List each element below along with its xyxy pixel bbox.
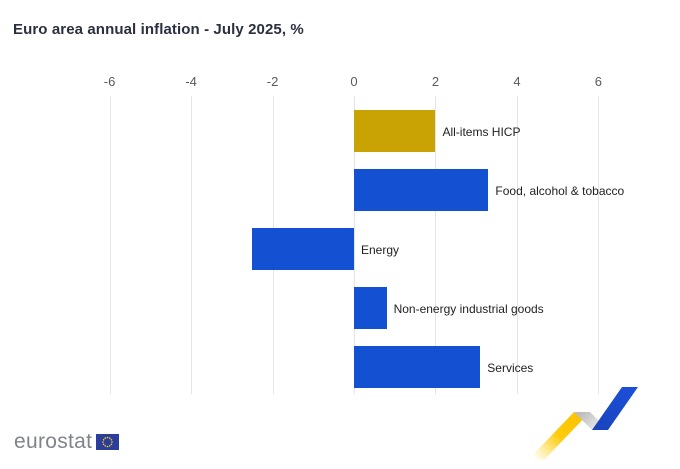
- rows-area: All-items HICP Food, alcohol & tobacco Ene…: [88, 102, 624, 397]
- bar-all-items-hicp: [354, 110, 436, 152]
- bar-food-alcohol-tobacco: [354, 169, 489, 211]
- eu-flag-icon: [96, 434, 120, 450]
- bar-services: [354, 346, 481, 388]
- eurostat-logo: eurostat: [14, 430, 120, 454]
- bar-energy: [252, 228, 354, 270]
- x-tick-label: -4: [185, 74, 197, 89]
- gridline: [191, 96, 193, 394]
- ribbon-blue-segment: [592, 387, 638, 430]
- x-tick-label: 6: [594, 74, 603, 89]
- x-tick-label: -2: [266, 74, 279, 89]
- bar-row: Energy: [88, 220, 620, 279]
- gridline: [354, 96, 355, 394]
- x-tick-label: 2: [431, 74, 440, 89]
- bar-label: Non-energy industrial goods: [393, 301, 544, 316]
- gridline: [109, 96, 111, 394]
- gridline: [516, 96, 518, 394]
- chart-title: Euro area annual inflation - July 2025, …: [13, 21, 304, 38]
- bar-label: Food, alcohol & tobacco: [495, 183, 625, 198]
- x-tick-label: -6: [103, 74, 116, 89]
- bar-label: Energy: [361, 242, 400, 257]
- bar-row: Food, alcohol & tobacco: [88, 161, 624, 220]
- gridline: [435, 96, 437, 394]
- x-tick-label: 0: [350, 74, 358, 89]
- eurostat-logo-text: eurostat: [14, 430, 93, 453]
- bar-row: Non-energy industrial goods: [88, 279, 620, 338]
- gridline: [598, 96, 600, 394]
- x-tick-label: 4: [513, 74, 521, 89]
- plot-area: -6 -4 -2 0 2 4 6 All-items HICP Food, alcohol &…: [88, 74, 624, 404]
- bar-non-energy-industrial-goods: [354, 287, 387, 329]
- bar-row: Services: [88, 338, 620, 397]
- bar-label: Services: [487, 360, 534, 375]
- ribbon-yellow-segment: [528, 412, 590, 460]
- bar-row: All-items HICP: [88, 102, 620, 161]
- bar-label: All-items HICP: [442, 124, 521, 139]
- decorative-ribbon-graphic: [528, 387, 638, 460]
- axis-ticks: -6 -4 -2 0 2 4 6: [88, 74, 620, 94]
